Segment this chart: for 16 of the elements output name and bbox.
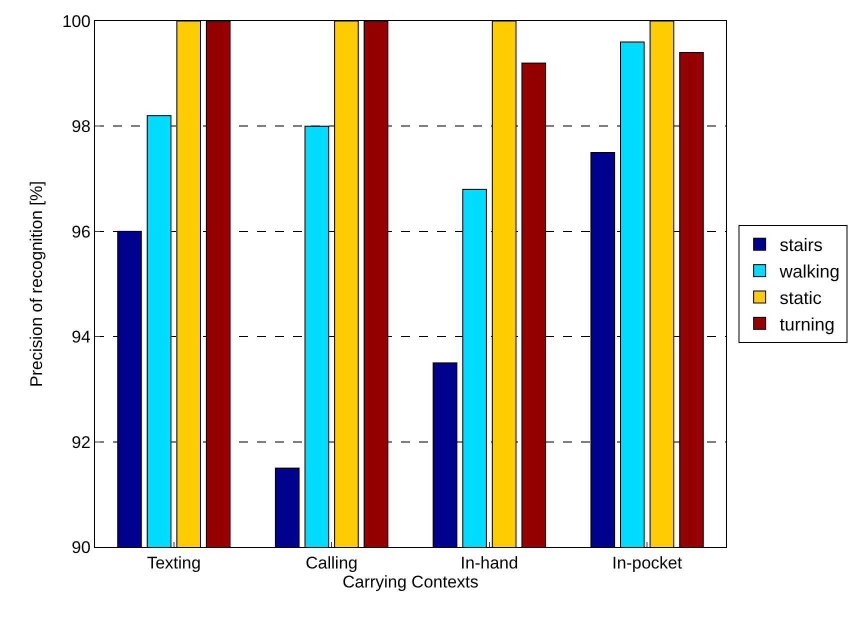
x-axis-title: Carrying Contexts [342,572,479,592]
x-tick-label: Calling [306,553,358,572]
x-tick-label: Texting [146,553,201,572]
legend-label: turning [780,314,835,334]
legend-label: static [780,288,822,308]
legend-label: stairs [780,235,823,256]
y-tick-label: 96 [72,222,91,242]
x-tick-label: In-pocket [612,553,682,572]
y-tick-label: 100 [62,12,91,31]
y-tick-label: 98 [72,117,91,136]
y-tick-label: 94 [72,328,91,347]
y-tick-label: 92 [72,432,91,452]
legend-label: walking [778,262,840,282]
y-tick-label: 90 [72,538,91,557]
x-tick-label: In-hand [460,553,518,572]
y-axis-title: Precision of recognition [%] [26,181,46,387]
